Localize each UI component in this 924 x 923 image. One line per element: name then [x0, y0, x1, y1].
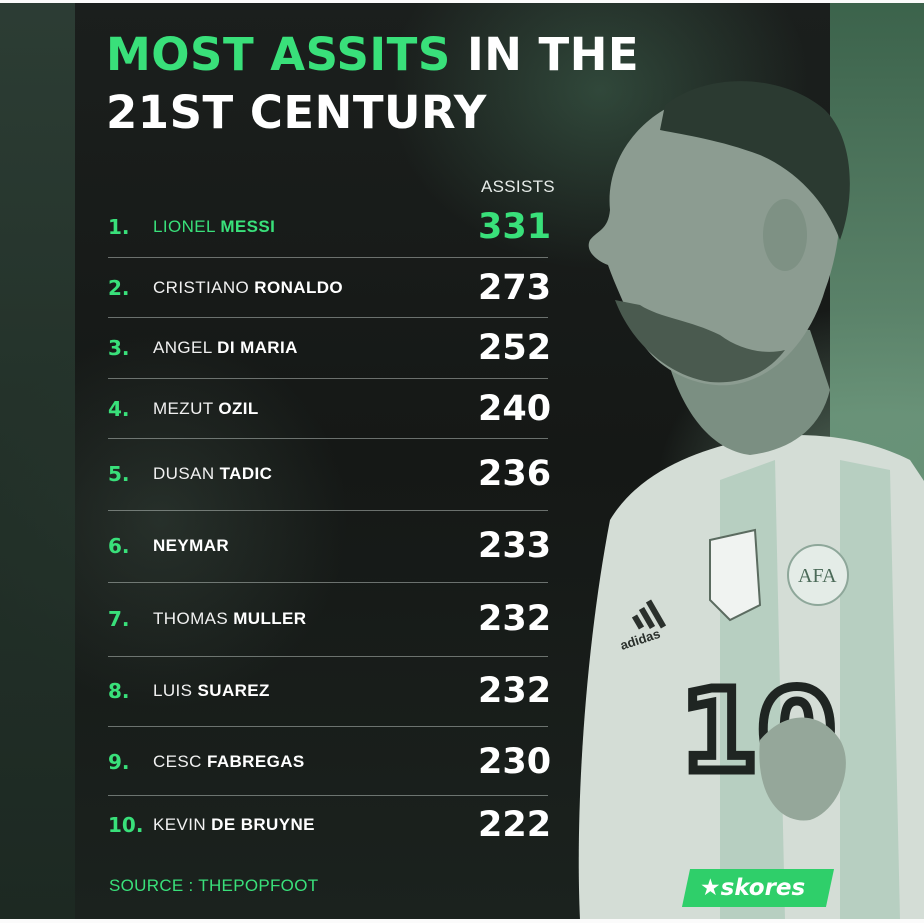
assists-value: 232 — [478, 599, 552, 639]
last-name: DI MARIA — [217, 338, 298, 357]
list-item: 4. MEZUT OZIL 240 — [108, 389, 568, 429]
title-line1: IN THE — [466, 28, 640, 81]
assists-value: 252 — [478, 328, 552, 368]
assists-value: 236 — [478, 454, 552, 494]
player-name: ANGEL DI MARIA — [153, 328, 298, 368]
assists-value: 230 — [478, 742, 552, 782]
rank-number: 1. — [108, 215, 130, 239]
rank-number: 7. — [108, 607, 130, 631]
assists-value: 222 — [478, 805, 552, 845]
list-item: 7. THOMAS MULLER 232 — [108, 599, 568, 639]
player-hand — [759, 717, 846, 821]
first-name: LIONEL — [153, 217, 216, 236]
last-name: DE BRUYNE — [211, 815, 315, 834]
assists-value: 273 — [478, 268, 552, 308]
row-divider — [108, 510, 548, 511]
row-divider — [108, 656, 548, 657]
frame-border-top — [0, 0, 924, 3]
player-name: THOMAS MULLER — [153, 599, 306, 639]
last-name: NEYMAR — [153, 536, 230, 555]
rank-number: 2. — [108, 276, 130, 300]
last-name: MULLER — [233, 609, 307, 628]
player-name: NEYMAR — [153, 526, 229, 566]
player-name: DUSAN TADIC — [153, 454, 272, 494]
first-name: KEVIN — [153, 815, 207, 834]
brand-logo: ★skores — [700, 869, 805, 907]
first-name: CESC — [153, 752, 202, 771]
list-item: 9. CESC FABREGAS 230 — [108, 742, 568, 782]
row-divider — [108, 317, 548, 318]
frame-border-bottom — [0, 919, 924, 923]
player-name: LUIS SUAREZ — [153, 671, 270, 711]
assists-column-header: ASSISTS — [481, 177, 555, 196]
row-divider — [108, 582, 548, 583]
left-edge-blur — [0, 0, 75, 923]
list-item: 6. NEYMAR 233 — [108, 526, 568, 566]
player-name: CRISTIANO RONALDO — [153, 268, 343, 308]
shirt-stripe — [840, 460, 900, 920]
last-name: RONALDO — [254, 278, 344, 297]
player-hair — [660, 81, 850, 241]
rank-number: 4. — [108, 397, 130, 421]
last-name: SUAREZ — [197, 681, 270, 700]
source-credit: SOURCE : THEPOPFOOT — [109, 876, 319, 895]
rank-number: 5. — [108, 462, 130, 486]
list-item: 1. LIONEL MESSI 331 — [108, 207, 568, 247]
row-divider — [108, 257, 548, 258]
last-name: MESSI — [220, 217, 276, 236]
title-line2: 21ST CENTURY — [106, 86, 487, 139]
list-item: 3. ANGEL DI MARIA 252 — [108, 328, 568, 368]
player-name: LIONEL MESSI — [153, 207, 275, 247]
player-name: KEVIN DE BRUYNE — [153, 805, 315, 845]
assists-value: 331 — [478, 207, 552, 247]
rank-number: 3. — [108, 336, 130, 360]
rank-number: 10. — [108, 813, 144, 837]
shirt-crest — [709, 528, 762, 622]
row-divider — [108, 726, 548, 727]
player-name: MEZUT OZIL — [153, 389, 259, 429]
assists-value: 232 — [478, 671, 552, 711]
player-beard — [615, 300, 785, 383]
last-name: FABREGAS — [206, 752, 305, 771]
first-name: LUIS — [153, 681, 193, 700]
list-item: 10. KEVIN DE BRUYNE 222 — [108, 805, 568, 845]
list-item: 2. CRISTIANO RONALDO 273 — [108, 268, 568, 308]
page-title: MOST ASSITS IN THE 21ST CENTURY — [106, 26, 639, 142]
afa-crest-text: AFA — [798, 565, 837, 587]
player-ear — [763, 199, 807, 271]
row-divider — [108, 795, 548, 796]
adidas-logo — [631, 599, 667, 630]
player-name: CESC FABREGAS — [153, 742, 305, 782]
first-name: DUSAN — [153, 464, 215, 483]
brand-name: skores — [720, 875, 806, 901]
list-item: 5. DUSAN TADIC 236 — [108, 454, 568, 494]
assists-value: 240 — [478, 389, 552, 429]
assists-value: 233 — [478, 526, 552, 566]
afa-crest — [787, 544, 849, 606]
first-name: CRISTIANO — [153, 278, 250, 297]
row-divider — [108, 378, 548, 379]
rank-number: 8. — [108, 679, 130, 703]
first-name: MEZUT — [153, 399, 214, 418]
list-item: 8. LUIS SUAREZ 232 — [108, 671, 568, 711]
first-name: THOMAS — [153, 609, 229, 628]
star-icon: ★ — [700, 875, 721, 901]
last-name: TADIC — [219, 464, 273, 483]
rank-number: 9. — [108, 750, 130, 774]
player-photo: adidas 10 AFA — [578, 81, 924, 920]
title-accent: MOST ASSITS — [106, 28, 451, 81]
row-divider — [108, 438, 548, 439]
last-name: OZIL — [218, 399, 259, 418]
first-name: ANGEL — [153, 338, 213, 357]
rank-number: 6. — [108, 534, 130, 558]
